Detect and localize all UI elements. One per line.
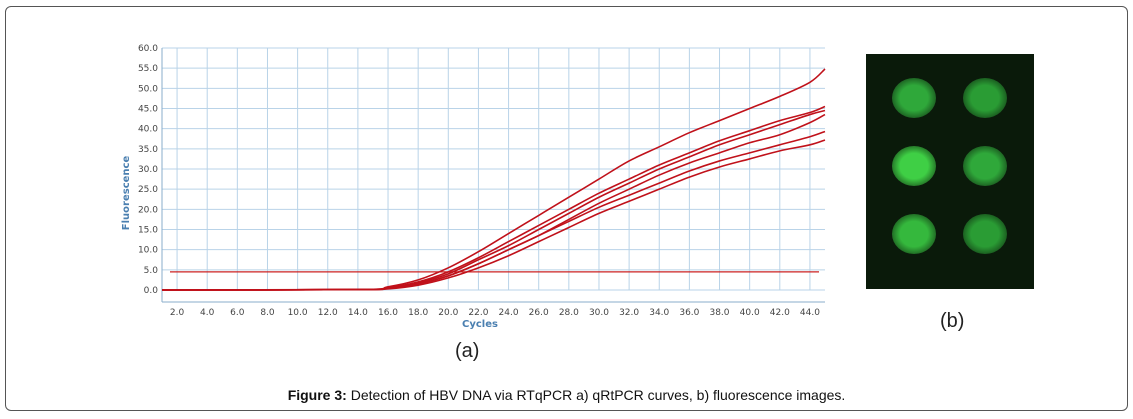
x-tick-label: 2.0 (170, 308, 185, 318)
fluorescence-spot (892, 78, 936, 118)
y-tick-label: 5.0 (144, 266, 159, 276)
x-tick-label: 4.0 (200, 308, 215, 318)
x-tick-label: 10.0 (288, 308, 308, 318)
fluorescence-spot (963, 214, 1007, 254)
x-tick-label: 12.0 (318, 308, 338, 318)
x-tick-label: 22.0 (468, 308, 488, 318)
amplification-curves (161, 68, 826, 291)
x-tick-label: 20.0 (438, 308, 458, 318)
y-tick-label: 25.0 (138, 185, 158, 195)
x-tick-label: 16.0 (378, 308, 398, 318)
caption-label: Figure 3: (287, 387, 347, 403)
fluorescence-spot (963, 78, 1007, 118)
qpcr-chart: 0.0 5.0 10.0 15.0 20.0 25.0 30.0 35.0 40.0 45.0 50… (121, 44, 826, 330)
fluorescence-spot (892, 214, 936, 254)
x-tick-label: 42.0 (770, 308, 790, 318)
x-tick-label: 8.0 (260, 308, 275, 318)
y-tick-label: 40.0 (138, 125, 158, 135)
x-tick-label: 6.0 (230, 308, 245, 318)
x-tick-label: 34.0 (649, 308, 669, 318)
panel-a-label: (a) (455, 340, 480, 362)
y-tick-label: 10.0 (138, 246, 158, 256)
amplification-curve-6 (161, 139, 826, 291)
y-axis-title: Fluorescence (121, 156, 132, 231)
grid (162, 47, 825, 291)
x-tick-label: 36.0 (679, 308, 699, 318)
x-tick-label: 14.0 (348, 308, 368, 318)
x-axis-title: Cycles (462, 319, 498, 330)
amplification-curve-4 (161, 113, 826, 291)
x-tick-label: 38.0 (709, 308, 729, 318)
amplification-curve-1 (161, 68, 826, 291)
y-tick-label: 45.0 (138, 105, 158, 115)
figure-caption: Figure 3: Detection of HBV DNA via RTqPC… (0, 387, 1133, 403)
y-tick-label: 60.0 (138, 44, 158, 54)
fluorescence-spot (892, 146, 936, 186)
caption-text: Detection of HBV DNA via RTqPCR a) qRtPC… (346, 387, 846, 403)
tick-labels: 0.0 5.0 10.0 15.0 20.0 25.0 30.0 35.0 40.0 45.0 50… (138, 44, 820, 318)
amplification-curve-3 (161, 109, 826, 291)
figure-frame (5, 6, 1128, 411)
panel-b-label: (b) (940, 310, 965, 332)
x-tick-label: 30.0 (589, 308, 609, 318)
x-tick-label: 18.0 (408, 308, 428, 318)
y-tick-label: 55.0 (138, 64, 158, 74)
x-tick-label: 44.0 (800, 308, 820, 318)
x-tick-label: 24.0 (499, 308, 519, 318)
x-tick-label: 26.0 (529, 308, 549, 318)
y-tick-label: 30.0 (138, 165, 158, 175)
y-tick-label: 35.0 (138, 145, 158, 155)
axes (161, 48, 825, 303)
x-tick-label: 40.0 (740, 308, 760, 318)
fluorescence-image (866, 54, 1034, 289)
fluorescence-spot (963, 146, 1007, 186)
y-tick-label: 20.0 (138, 205, 158, 215)
x-tick-label: 28.0 (559, 308, 579, 318)
amplification-curve-5 (161, 130, 826, 291)
x-tick-label: 32.0 (619, 308, 639, 318)
y-tick-label: 0.0 (144, 286, 159, 296)
y-tick-label: 50.0 (138, 84, 158, 94)
y-tick-label: 15.0 (138, 226, 158, 236)
